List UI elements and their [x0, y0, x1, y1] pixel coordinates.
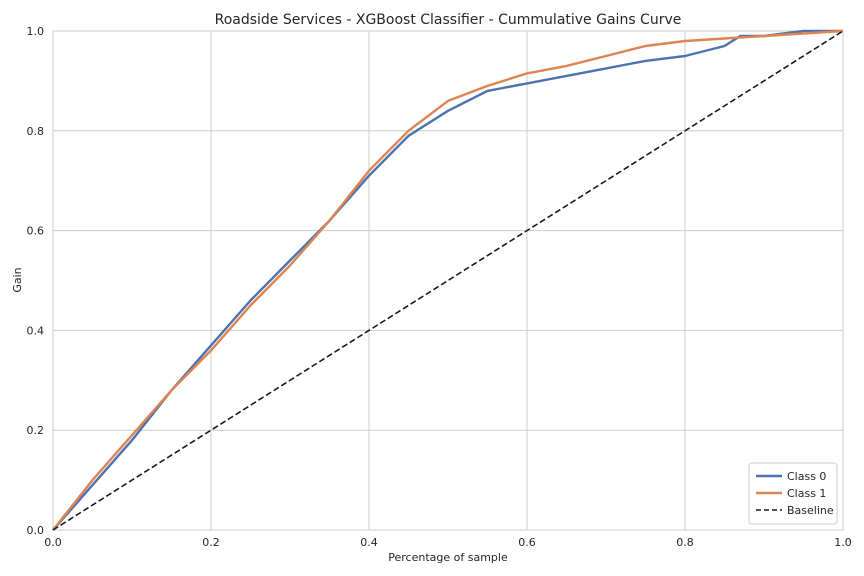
legend-entry: Baseline	[787, 504, 834, 517]
y-tick-label: 0.0	[27, 524, 45, 537]
y-tick-label: 0.8	[27, 125, 45, 138]
series-lines	[52, 29, 844, 531]
x-axis-label: Percentage of sample	[388, 551, 508, 564]
x-tick-label: 0.0	[44, 536, 62, 549]
legend-box	[748, 462, 838, 525]
y-axis-label: Gain	[11, 267, 24, 292]
series-line-baseline	[52, 30, 844, 531]
plot-frame	[52, 30, 844, 531]
x-tick-label: 0.4	[360, 536, 378, 549]
x-tick-label: 0.2	[202, 536, 220, 549]
series-line-class-1	[52, 29, 844, 531]
x-tick-label: 0.8	[676, 536, 694, 549]
chart-title: Roadside Services - XGBoost Classifier -…	[215, 12, 682, 28]
series-line-class-0	[52, 29, 843, 531]
plot-border	[52, 30, 844, 531]
legend: Class 0 Class 1 Baseline	[748, 462, 838, 525]
x-axis-ticks: 0.0 0.2 0.4 0.6 0.8 1.0	[44, 536, 852, 549]
legend-entry: Class 0	[787, 470, 826, 483]
y-tick-label: 0.6	[27, 225, 45, 238]
x-tick-label: 1.0	[834, 536, 852, 549]
legend-entry: Class 1	[787, 487, 826, 500]
y-axis-ticks: 0.0 0.2 0.4 0.6 0.8 1.0	[27, 25, 45, 537]
x-tick-label: 0.6	[518, 536, 536, 549]
y-tick-label: 0.4	[27, 324, 45, 337]
y-tick-label: 1.0	[27, 25, 45, 38]
y-tick-label: 0.2	[27, 424, 45, 437]
